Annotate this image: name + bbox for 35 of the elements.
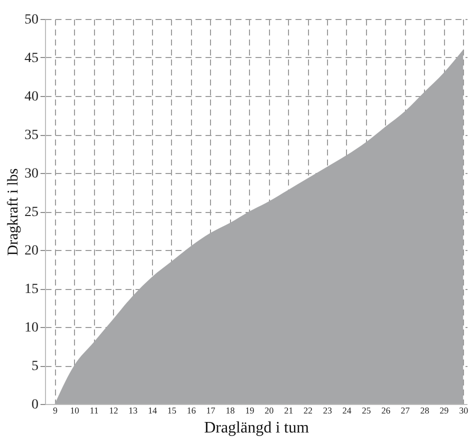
x-tick-label: 27 — [400, 406, 410, 416]
x-tick-label: 12 — [109, 406, 118, 416]
x-tick-label: 11 — [90, 406, 98, 416]
x-tick-label: 21 — [284, 406, 294, 416]
y-tick-label: 5 — [32, 359, 38, 374]
x-tick-label: 20 — [264, 406, 274, 416]
y-tick-label: 20 — [24, 244, 38, 258]
y-tick-label: 10 — [24, 320, 38, 336]
y-tick-label: 30 — [24, 166, 38, 182]
x-tick-label: 22 — [304, 406, 313, 416]
x-tick-label: 13 — [128, 406, 138, 416]
y-tick-label: 50 — [24, 12, 38, 28]
x-tick-label: 29 — [440, 406, 450, 416]
y-tick-label: 45 — [24, 51, 38, 66]
x-axis-title: Draglängd i tum — [204, 420, 310, 436]
y-tick-label: 35 — [24, 128, 38, 143]
x-tick-label: 10 — [70, 406, 80, 416]
x-tick-label: 23 — [322, 406, 332, 416]
y-axis-title: Dragkraft i lbs — [6, 168, 22, 256]
x-tick-label: 18 — [226, 406, 236, 416]
y-tick-label: 25 — [24, 205, 38, 220]
x-tick-label: 16 — [186, 406, 196, 416]
x-tick-label: 24 — [342, 406, 352, 416]
x-tick-label: 30 — [459, 406, 469, 416]
y-tick-label: 0 — [32, 398, 38, 412]
y-tick-label: 40 — [24, 90, 38, 104]
x-tick-label: 14 — [148, 406, 158, 416]
x-tick-label: 26 — [381, 406, 391, 416]
x-tick-label: 25 — [362, 406, 372, 416]
x-tick-label: 9 — [52, 406, 58, 416]
x-tick-label: 19 — [245, 406, 255, 416]
y-tick-label: 15 — [24, 282, 38, 297]
x-tick-label: 28 — [420, 406, 430, 416]
x-tick-label: 15 — [167, 406, 177, 416]
x-tick-label: 17 — [206, 406, 216, 416]
